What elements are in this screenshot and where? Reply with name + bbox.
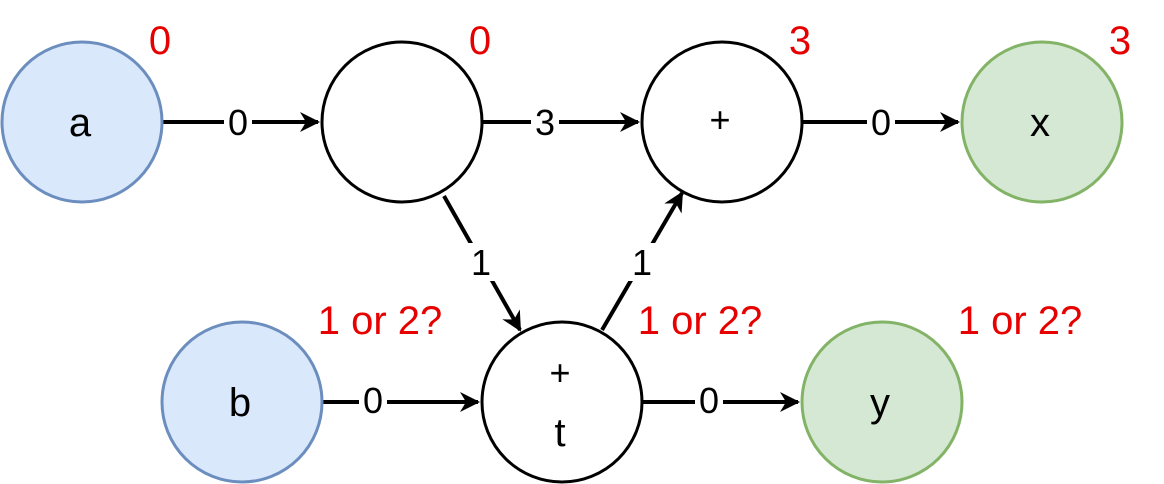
- edge-label-n1-to-plus-t: 1: [471, 242, 491, 283]
- node-x: x: [960, 40, 1124, 204]
- node-plus-t: + t: [480, 320, 644, 484]
- node-plus-t-name-label: t: [554, 411, 565, 455]
- node-x-label: x: [1030, 101, 1050, 145]
- timing-b: 1 or 2?: [318, 299, 443, 343]
- node-y-label: y: [870, 381, 890, 425]
- node-plus-x: +: [640, 40, 804, 204]
- edge-label-a-to-n1: 0: [228, 102, 248, 143]
- timing-y: 1 or 2?: [958, 299, 1083, 343]
- node-y: y: [800, 320, 964, 484]
- timing-plus-t: 1 or 2?: [638, 299, 763, 343]
- node-plus-x-label: +: [709, 99, 730, 140]
- timing-x: 3: [1109, 19, 1131, 63]
- edge-label-n1-to-plus-x: 3: [535, 102, 555, 143]
- node-a: a: [0, 40, 164, 204]
- edge-label-plus-x-to-x: 0: [871, 102, 891, 143]
- edge-label-plus-t-to-plus-x: 1: [632, 242, 652, 283]
- node-b: b: [160, 320, 324, 484]
- node-a-label: a: [69, 101, 92, 145]
- node-n1: [320, 40, 484, 204]
- edge-label-b-to-plus-t: 0: [363, 380, 383, 421]
- timing-plus-x: 3: [789, 19, 811, 63]
- timing-a: 0: [149, 19, 171, 63]
- edge-label-plus-t-to-y: 0: [699, 380, 719, 421]
- timing-annotations: 0 0 3 3 1 or 2? 1 or 2? 1 or 2?: [149, 19, 1131, 343]
- node-b-label: b: [229, 381, 251, 425]
- edge-labels: 0 3 0 1 1 0 0: [224, 102, 895, 421]
- node-plus-t-op-label: +: [549, 352, 570, 393]
- timing-n1: 0: [469, 19, 491, 63]
